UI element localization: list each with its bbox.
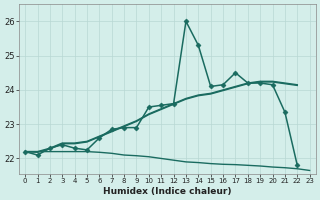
X-axis label: Humidex (Indice chaleur): Humidex (Indice chaleur): [103, 187, 232, 196]
